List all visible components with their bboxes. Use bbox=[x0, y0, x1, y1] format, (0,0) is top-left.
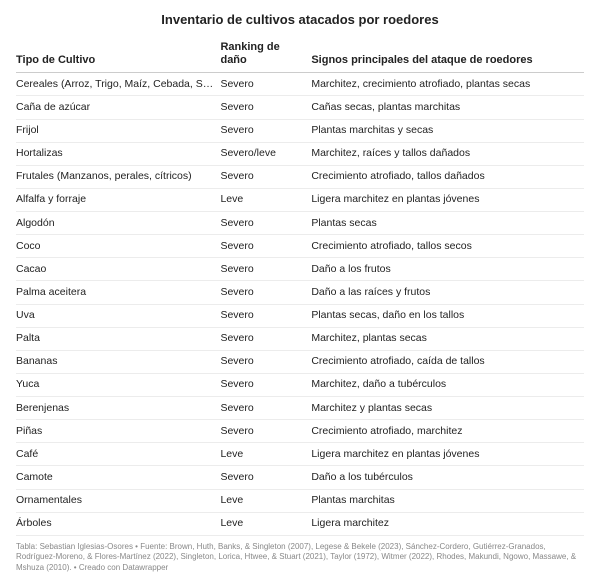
cell-crop: Hortalizas bbox=[16, 142, 220, 165]
cell-rank: Leve bbox=[220, 489, 311, 512]
cell-rank: Severo bbox=[220, 96, 311, 119]
cell-crop: Uva bbox=[16, 304, 220, 327]
cell-crop: Bananas bbox=[16, 350, 220, 373]
cell-rank: Severo bbox=[220, 350, 311, 373]
cell-rank: Severo bbox=[220, 304, 311, 327]
cell-signs: Plantas marchitas bbox=[311, 489, 584, 512]
table-row: Cereales (Arroz, Trigo, Maíz, Cebada, So… bbox=[16, 73, 584, 96]
header-rank: Ranking de daño bbox=[220, 37, 311, 73]
cell-crop: Ornamentales bbox=[16, 489, 220, 512]
cell-signs: Ligera marchitez en plantas jóvenes bbox=[311, 188, 584, 211]
cell-signs: Plantas marchitas y secas bbox=[311, 119, 584, 142]
cell-signs: Marchitez, raíces y tallos dañados bbox=[311, 142, 584, 165]
crops-table: Tipo de Cultivo Ranking de daño Signos p… bbox=[16, 37, 584, 536]
cell-rank: Severo bbox=[220, 235, 311, 258]
table-row: CacaoSeveroDaño a los frutos bbox=[16, 258, 584, 281]
cell-rank: Severo bbox=[220, 327, 311, 350]
cell-crop: Algodón bbox=[16, 212, 220, 235]
cell-signs: Crecimiento atrofiado, marchitez bbox=[311, 420, 584, 443]
cell-crop: Alfalfa y forraje bbox=[16, 188, 220, 211]
table-row: CocoSeveroCrecimiento atrofiado, tallos … bbox=[16, 235, 584, 258]
cell-crop: Cereales (Arroz, Trigo, Maíz, Cebada, So… bbox=[16, 73, 220, 96]
header-signs: Signos principales del ataque de roedore… bbox=[311, 37, 584, 73]
cell-rank: Severo bbox=[220, 281, 311, 304]
cell-crop: Camote bbox=[16, 466, 220, 489]
table-row: CamoteSeveroDaño a los tubérculos bbox=[16, 466, 584, 489]
cell-crop: Cacao bbox=[16, 258, 220, 281]
header-row: Tipo de Cultivo Ranking de daño Signos p… bbox=[16, 37, 584, 73]
cell-signs: Marchitez, daño a tubérculos bbox=[311, 373, 584, 396]
cell-signs: Plantas secas bbox=[311, 212, 584, 235]
table-row: Caña de azúcarSeveroCañas secas, plantas… bbox=[16, 96, 584, 119]
cell-signs: Ligera marchitez en plantas jóvenes bbox=[311, 443, 584, 466]
table-row: YucaSeveroMarchitez, daño a tubérculos bbox=[16, 373, 584, 396]
cell-rank: Severo bbox=[220, 373, 311, 396]
table-row: OrnamentalesLevePlantas marchitas bbox=[16, 489, 584, 512]
cell-rank: Severo bbox=[220, 165, 311, 188]
cell-rank: Leve bbox=[220, 188, 311, 211]
table-row: AlgodónSeveroPlantas secas bbox=[16, 212, 584, 235]
cell-signs: Crecimiento atrofiado, caída de tallos bbox=[311, 350, 584, 373]
cell-crop: Café bbox=[16, 443, 220, 466]
cell-signs: Crecimiento atrofiado, tallos secos bbox=[311, 235, 584, 258]
table-row: HortalizasSevero/leveMarchitez, raíces y… bbox=[16, 142, 584, 165]
cell-crop: Palta bbox=[16, 327, 220, 350]
table-row: Alfalfa y forrajeLeveLigera marchitez en… bbox=[16, 188, 584, 211]
cell-crop: Piñas bbox=[16, 420, 220, 443]
table-container: Inventario de cultivos atacados por roed… bbox=[0, 0, 600, 581]
cell-rank: Severo bbox=[220, 73, 311, 96]
cell-crop: Frutales (Manzanos, perales, cítricos) bbox=[16, 165, 220, 188]
cell-crop: Yuca bbox=[16, 373, 220, 396]
cell-rank: Severo bbox=[220, 420, 311, 443]
cell-crop: Palma aceitera bbox=[16, 281, 220, 304]
footer-citation: Tabla: Sebastian Iglesias-Osores • Fuent… bbox=[16, 542, 584, 573]
cell-signs: Daño a las raíces y frutos bbox=[311, 281, 584, 304]
cell-rank: Severo bbox=[220, 258, 311, 281]
cell-signs: Plantas secas, daño en los tallos bbox=[311, 304, 584, 327]
cell-crop: Caña de azúcar bbox=[16, 96, 220, 119]
table-row: CaféLeveLigera marchitez en plantas jóve… bbox=[16, 443, 584, 466]
cell-rank: Severo bbox=[220, 119, 311, 142]
cell-rank: Severo bbox=[220, 212, 311, 235]
cell-signs: Marchitez, plantas secas bbox=[311, 327, 584, 350]
page-title: Inventario de cultivos atacados por roed… bbox=[16, 12, 584, 27]
table-row: BerenjenasSeveroMarchitez y plantas seca… bbox=[16, 397, 584, 420]
table-body: Cereales (Arroz, Trigo, Maíz, Cebada, So… bbox=[16, 73, 584, 536]
cell-rank: Leve bbox=[220, 443, 311, 466]
table-row: PiñasSeveroCrecimiento atrofiado, marchi… bbox=[16, 420, 584, 443]
cell-signs: Marchitez, crecimiento atrofiado, planta… bbox=[311, 73, 584, 96]
cell-signs: Crecimiento atrofiado, tallos dañados bbox=[311, 165, 584, 188]
header-crop: Tipo de Cultivo bbox=[16, 37, 220, 73]
table-row: FrijolSeveroPlantas marchitas y secas bbox=[16, 119, 584, 142]
table-row: BananasSeveroCrecimiento atrofiado, caíd… bbox=[16, 350, 584, 373]
cell-signs: Marchitez y plantas secas bbox=[311, 397, 584, 420]
table-row: UvaSeveroPlantas secas, daño en los tall… bbox=[16, 304, 584, 327]
cell-crop: Frijol bbox=[16, 119, 220, 142]
table-row: Palma aceiteraSeveroDaño a las raíces y … bbox=[16, 281, 584, 304]
cell-signs: Cañas secas, plantas marchitas bbox=[311, 96, 584, 119]
cell-crop: Coco bbox=[16, 235, 220, 258]
table-row: Frutales (Manzanos, perales, cítricos)Se… bbox=[16, 165, 584, 188]
cell-rank: Severo bbox=[220, 466, 311, 489]
table-row: PaltaSeveroMarchitez, plantas secas bbox=[16, 327, 584, 350]
cell-signs: Daño a los tubérculos bbox=[311, 466, 584, 489]
cell-crop: Berenjenas bbox=[16, 397, 220, 420]
table-head: Tipo de Cultivo Ranking de daño Signos p… bbox=[16, 37, 584, 73]
cell-rank: Severo bbox=[220, 397, 311, 420]
cell-signs: Daño a los frutos bbox=[311, 258, 584, 281]
cell-rank: Severo/leve bbox=[220, 142, 311, 165]
